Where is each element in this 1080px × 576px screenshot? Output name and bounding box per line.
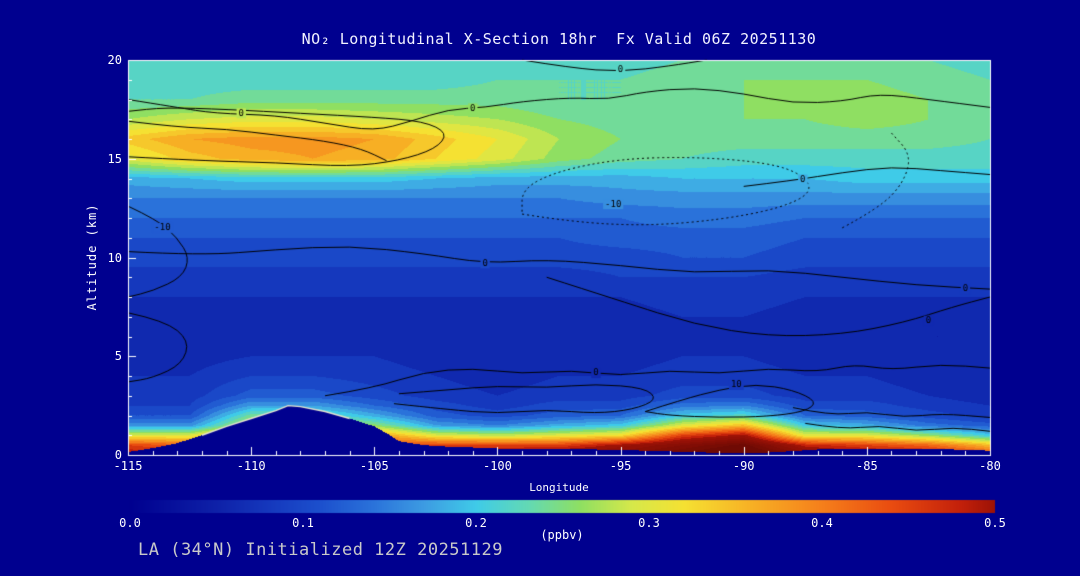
y-axis-title: Altitude (km) — [85, 203, 99, 311]
colorbar-units-label: (ppbv) — [540, 528, 584, 542]
chart-title: NO₂ Longitudinal X-Section 18hr Fx Valid… — [301, 30, 817, 48]
footer-init-label: LA (34°N) Initialized 12Z 20251129 — [138, 540, 503, 560]
x-axis-title: Longitude — [529, 481, 589, 494]
